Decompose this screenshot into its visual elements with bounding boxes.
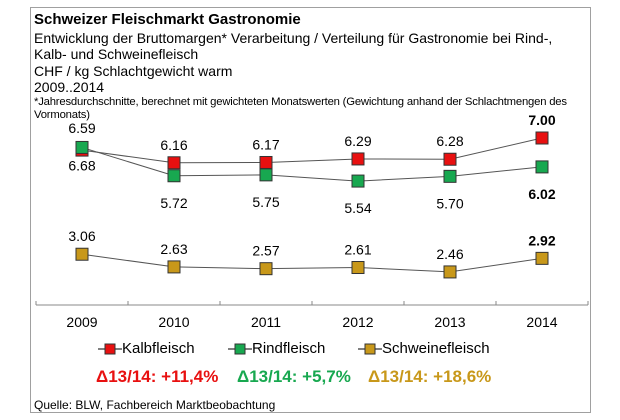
data-point	[167, 260, 181, 274]
data-point	[535, 160, 549, 174]
legend-marker-icon	[358, 343, 382, 354]
data-label: 2.92	[528, 232, 555, 248]
source-note: Quelle: BLW, Fachbereich Marktbeobachtun…	[34, 398, 276, 412]
legend-label: Kalbfleisch	[122, 340, 195, 357]
data-label: 6.17	[252, 136, 279, 152]
chart-subtitle: Entwicklung der Bruttomargen* Verarbeitu…	[34, 30, 553, 46]
series-line	[81, 253, 543, 273]
data-label: 5.70	[436, 195, 463, 211]
data-label: 6.68	[68, 157, 95, 173]
data-label: 6.02	[528, 186, 555, 202]
data-label: 6.16	[160, 137, 187, 153]
footnote: *Jahresdurchschnitte, berechnet mit gewi…	[34, 96, 567, 121]
legend-label: Rindfleisch	[252, 340, 326, 357]
chart-frame	[30, 7, 591, 413]
data-point	[259, 168, 273, 182]
data-point	[75, 247, 89, 261]
series-line	[81, 146, 543, 182]
data-point	[259, 262, 273, 276]
chart-title: Schweizer Fleischmarkt Gastronomie	[34, 11, 301, 28]
x-tick-label: 2009	[66, 314, 97, 330]
data-point	[443, 152, 457, 166]
data-point	[351, 152, 365, 166]
legend-marker-icon	[98, 343, 122, 354]
data-label: 6.29	[344, 133, 371, 149]
data-point	[75, 140, 89, 154]
data-point	[351, 261, 365, 275]
data-point	[167, 169, 181, 183]
legend-label: Schweinefleisch	[382, 340, 490, 357]
x-tick-label: 2011	[251, 314, 281, 330]
data-label: 5.54	[344, 200, 371, 216]
data-label: 3.06	[68, 228, 95, 244]
unit-label: CHF / kg Schlachtgewicht warm	[34, 63, 233, 79]
data-label: 2.63	[160, 241, 187, 257]
data-point	[351, 174, 365, 188]
legend-rindfleisch: Rindfleisch	[228, 340, 325, 357]
data-point	[443, 169, 457, 183]
legend-kalbfleisch: Kalbfleisch	[98, 340, 195, 357]
x-tick-label: 2013	[434, 314, 465, 330]
data-label: 2.46	[436, 246, 463, 262]
data-label: 5.75	[252, 194, 279, 210]
data-label: 6.28	[436, 133, 463, 149]
delta-rindfleisch: Δ13/14: +5,7%	[237, 367, 351, 386]
data-point	[535, 131, 549, 145]
delta-schweinefleisch: Δ13/14: +18,6%	[368, 367, 492, 386]
data-point	[259, 155, 273, 169]
data-label: 7.00	[528, 112, 555, 128]
series-line	[81, 137, 543, 164]
legend-marker-icon	[228, 343, 252, 354]
legend-schweinefleisch: Schweinefleisch	[358, 340, 490, 357]
chart-subtitle-2: Kalb- und Schweinefleisch	[34, 46, 199, 62]
x-tick-label: 2012	[342, 314, 373, 330]
data-point	[443, 265, 457, 279]
x-tick-label: 2014	[526, 314, 557, 330]
data-label: 5.72	[160, 195, 187, 211]
data-label: 6.59	[68, 120, 95, 136]
period-label: 2009..2014	[34, 79, 105, 95]
delta-kalbfleisch: Δ13/14: +11,4%	[96, 367, 219, 386]
x-tick-label: 2010	[158, 314, 189, 330]
data-label: 2.61	[344, 242, 371, 258]
data-point	[535, 251, 549, 265]
data-point	[167, 156, 181, 170]
data-label: 2.57	[252, 243, 279, 259]
